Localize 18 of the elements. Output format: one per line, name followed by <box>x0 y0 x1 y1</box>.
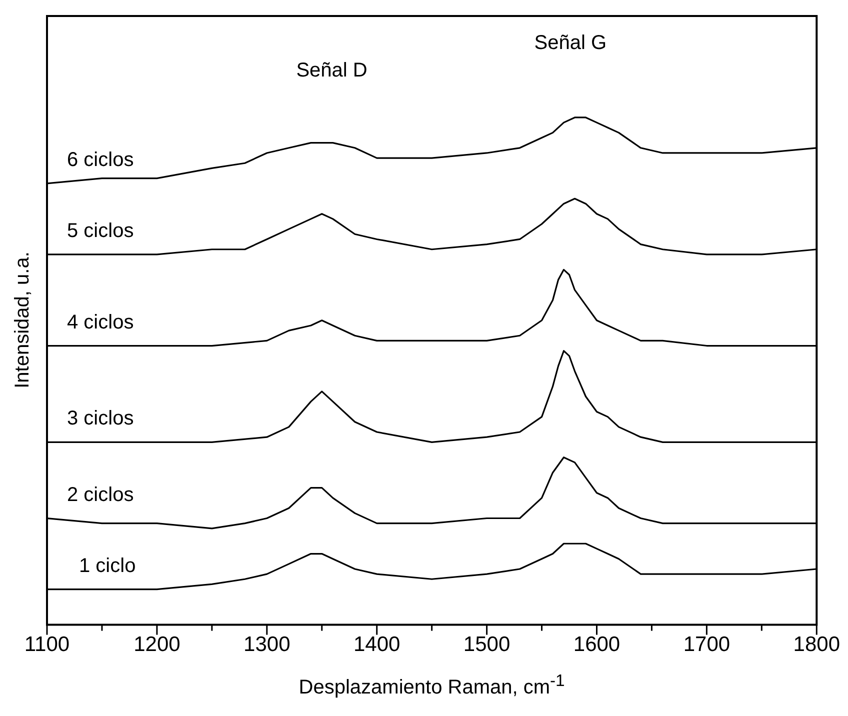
series-label: 3 ciclos <box>67 408 134 430</box>
x-tick-label: 1500 <box>463 633 510 656</box>
x-tick-label: 1600 <box>573 633 620 656</box>
series-label: 4 ciclos <box>67 311 134 334</box>
x-tick-label: 1400 <box>353 633 400 656</box>
series-label: 6 ciclos <box>67 148 134 171</box>
series-label: 1 ciclo <box>79 554 136 577</box>
series-label: 5 ciclos <box>67 220 134 242</box>
series-label: 2 ciclos <box>67 484 134 506</box>
y-axis-title: Intensidad, u.a. <box>12 252 34 389</box>
x-tick-label: 1700 <box>683 633 730 656</box>
x-tick-label: 1100 <box>24 633 70 656</box>
x-tick-label: 1300 <box>244 633 290 656</box>
x-tick-label: 1200 <box>134 633 180 656</box>
x-tick-label: 1800 <box>793 633 840 656</box>
x-axis-title: Desplazamiento Raman, cm$^{-1}$ <box>298 670 565 700</box>
text: Señal G <box>534 32 606 54</box>
text: Señal D <box>296 59 368 82</box>
